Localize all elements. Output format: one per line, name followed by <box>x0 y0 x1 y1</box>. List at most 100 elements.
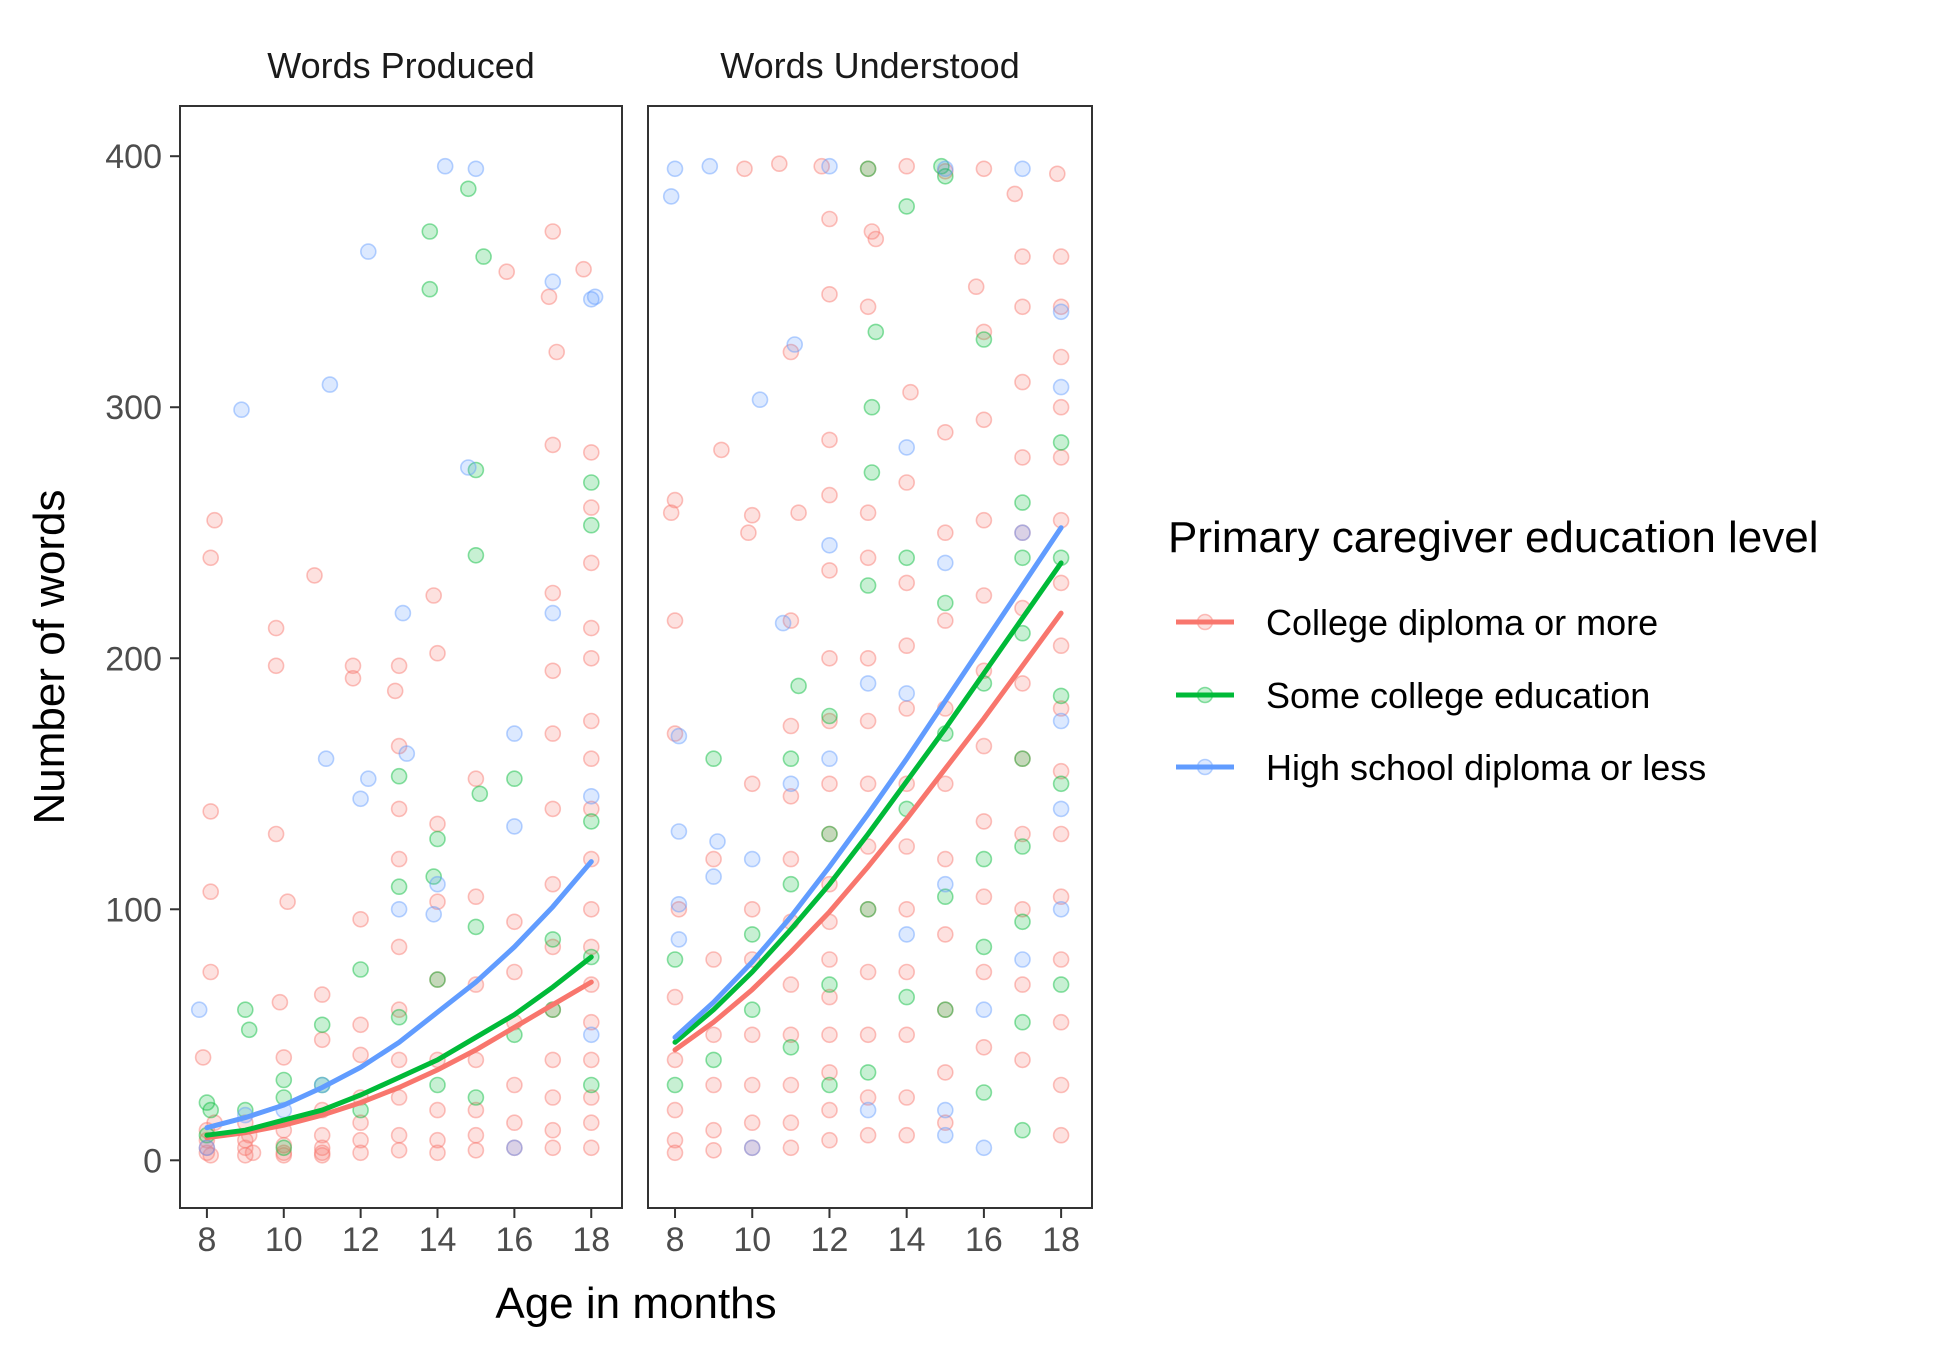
data-point <box>202 1101 219 1119</box>
data-point <box>390 1142 408 1159</box>
data-point <box>467 1126 485 1144</box>
data-point <box>859 712 877 730</box>
data-point <box>390 767 408 785</box>
data-point <box>313 1144 331 1162</box>
y-axis-title: Number of words <box>25 489 74 824</box>
data-point <box>313 1016 331 1034</box>
data-point <box>1014 624 1031 642</box>
data-point <box>313 986 331 1003</box>
data-point <box>344 669 362 687</box>
data-point <box>936 594 954 612</box>
data-point <box>936 524 954 542</box>
data-point <box>821 825 838 843</box>
data-point <box>582 619 600 637</box>
data-point <box>390 1089 408 1106</box>
data-point <box>936 850 954 868</box>
data-point <box>743 1001 761 1019</box>
data-point <box>821 1101 838 1119</box>
data-point <box>1052 298 1070 316</box>
data-point <box>821 750 838 768</box>
data-point <box>782 750 800 768</box>
data-point <box>471 785 489 803</box>
trend-line <box>204 859 594 1131</box>
data-point <box>459 180 477 198</box>
data-point <box>1014 900 1031 918</box>
data-point <box>398 745 416 762</box>
data-point <box>190 1001 208 1019</box>
data-point <box>821 775 838 793</box>
data-point <box>275 1147 293 1164</box>
data-point <box>743 506 761 524</box>
data-point <box>544 931 562 948</box>
data-point <box>390 938 408 956</box>
data-point <box>544 800 562 818</box>
data-point <box>1014 1121 1031 1139</box>
data-point <box>275 1136 293 1154</box>
data-point <box>662 188 680 205</box>
data-point <box>198 1139 216 1157</box>
data-point <box>1052 687 1070 705</box>
data-point <box>306 567 323 584</box>
data-point <box>548 343 566 361</box>
data-point <box>821 536 838 554</box>
data-point <box>743 926 761 943</box>
x-tick-label: 8 <box>666 1221 685 1259</box>
data-point <box>582 474 600 491</box>
data-point <box>352 790 369 808</box>
data-point <box>898 1126 916 1144</box>
data-point <box>506 818 523 835</box>
data-point <box>429 971 446 988</box>
data-point <box>774 614 792 632</box>
data-point <box>1014 373 1031 391</box>
data-point <box>821 649 838 667</box>
data-point <box>352 1114 369 1131</box>
legend-item: Some college education <box>1176 675 1650 716</box>
data-point <box>421 223 439 240</box>
data-point <box>506 1076 523 1094</box>
x-axis-title: Age in months <box>495 1279 776 1328</box>
data-point <box>975 1084 993 1101</box>
data-point <box>975 411 993 429</box>
data-point <box>821 1026 838 1044</box>
data-point <box>782 1139 800 1157</box>
data-point <box>1014 976 1031 993</box>
y-axis: 0 100 200 300 400 <box>105 138 180 1180</box>
data-point <box>821 285 838 303</box>
legend-keys: College diploma or more Some college educ… <box>1176 602 1706 788</box>
data-point <box>705 750 722 768</box>
data-point <box>898 198 916 215</box>
data-point <box>1052 434 1070 451</box>
points-layer-understood <box>662 155 1070 1162</box>
data-point <box>429 1131 446 1149</box>
data-point <box>390 1001 408 1019</box>
data-point <box>782 1114 800 1131</box>
data-point <box>936 1001 954 1019</box>
data-point <box>859 649 877 667</box>
data-point <box>936 1064 954 1081</box>
data-point <box>936 1126 954 1144</box>
data-point <box>666 951 684 968</box>
data-point <box>967 278 985 296</box>
x-ticks-understood: 8 10 12 14 16 18 <box>666 1208 1080 1259</box>
data-point <box>275 1144 293 1162</box>
data-point <box>975 331 993 348</box>
data-point <box>582 712 600 730</box>
data-point <box>743 1139 761 1157</box>
data-point <box>743 1076 761 1094</box>
data-point <box>394 604 412 622</box>
data-point <box>459 459 477 476</box>
data-point <box>1014 494 1031 511</box>
data-point <box>1052 574 1070 592</box>
data-point <box>582 813 600 830</box>
data-point <box>1052 712 1070 730</box>
data-point <box>821 1064 838 1081</box>
data-point <box>1014 750 1031 768</box>
data-point <box>666 1076 684 1094</box>
data-point <box>782 343 800 361</box>
data-point <box>670 931 688 948</box>
y-tick-label: 300 <box>105 389 162 427</box>
legend-label: College diploma or more <box>1266 602 1658 643</box>
data-point <box>1014 524 1031 542</box>
data-point <box>670 895 688 913</box>
